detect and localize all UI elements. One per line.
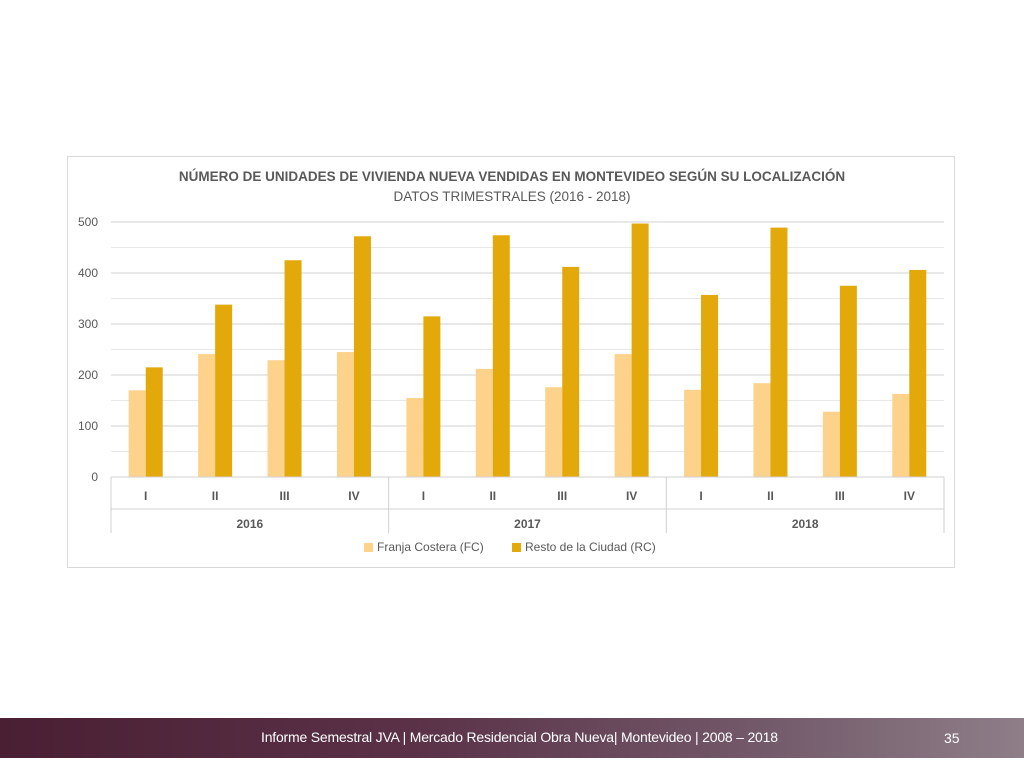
y-axis-ticks: 0 100 200 300 400 500 [78,215,98,484]
x-group-label: 2018 [792,517,819,531]
bar-rc [423,316,441,477]
y-tick-label: 200 [78,368,98,382]
gridlines [111,221,944,478]
bar-rc [839,285,857,477]
bar-rc [215,304,233,477]
x-tick-label: I [699,489,702,503]
page-number: 35 [944,730,960,746]
bar-rc [770,227,788,477]
bar-rc [284,260,302,477]
footer-bar: Informe Semestral JVA | Mercado Residenc… [0,718,1024,758]
bar-rc [631,223,649,477]
chart-subtitle: DATOS TRIMESTRALES (2016 - 2018) [393,189,630,204]
legend-label: Franja Costera (FC) [377,540,484,554]
bar-rc [353,236,371,477]
legend: Franja Costera (FC) Resto de la Ciudad (R… [364,540,656,554]
x-tick-label: II [489,489,496,503]
y-tick-label: 500 [78,215,98,229]
x-tick-label: III [835,489,845,503]
x-tick-label: I [422,489,425,503]
bar-rc [909,269,927,477]
bar-fc [406,397,424,477]
x-tick-label: IV [626,489,637,503]
x-group-label: 2016 [236,517,263,531]
x-tick-label: II [767,489,774,503]
bar-fc [892,393,910,477]
x-group-label: 2017 [514,517,541,531]
bar-rc [701,294,719,477]
chart-title: NÚMERO DE UNIDADES DE VIVIENDA NUEVA VEN… [179,169,845,184]
x-tick-label: III [557,489,567,503]
bar-fc [614,354,632,477]
bar-fc [753,383,771,477]
bars [128,223,927,477]
bar-fc [128,390,146,477]
bar-chart: NÚMERO DE UNIDADES DE VIVIENDA NUEVA VEN… [78,169,945,554]
legend-swatch [364,543,373,552]
chart-container: NÚMERO DE UNIDADES DE VIVIENDA NUEVA VEN… [67,156,955,568]
x-tick-label: IV [348,489,359,503]
bar-fc [336,352,354,477]
y-tick-label: 300 [78,317,98,331]
y-tick-label: 400 [78,266,98,280]
legend-label: Resto de la Ciudad (RC) [525,540,656,554]
bar-rc [492,235,510,477]
bar-fc [545,387,563,477]
bar-fc [822,411,840,477]
x-tick-label: II [212,489,219,503]
bar-rc [145,367,163,477]
bar-fc [267,360,285,477]
bar-fc [198,354,216,477]
y-tick-label: 0 [91,470,98,484]
footer-text: Informe Semestral JVA | Mercado Residenc… [261,729,778,745]
x-tick-label: I [144,489,147,503]
x-tick-label: III [280,489,290,503]
bar-fc [475,368,493,477]
y-tick-label: 100 [78,419,98,433]
bar-rc [562,266,580,477]
bar-fc [684,389,702,477]
x-tick-label: IV [904,489,915,503]
legend-swatch [512,543,521,552]
